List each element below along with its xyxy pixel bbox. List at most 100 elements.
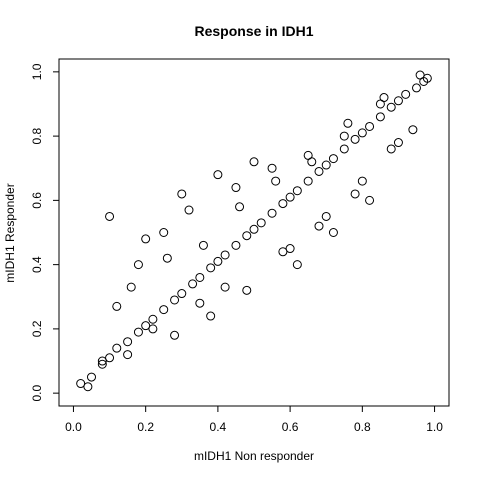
data-point: [123, 350, 133, 360]
data-point: [285, 192, 295, 202]
x-tick-label: 0.2: [137, 420, 154, 434]
data-point: [379, 93, 389, 103]
data-point: [386, 102, 396, 112]
data-point: [412, 83, 421, 93]
data-point: [162, 253, 172, 263]
data-point: [133, 327, 143, 337]
data-point: [83, 382, 93, 392]
data-point: [148, 324, 158, 334]
x-tick-label: 0.0: [65, 420, 82, 434]
x-axis-label: mIDH1 Non responder: [194, 449, 314, 463]
data-point: [314, 166, 324, 176]
data-point: [292, 186, 302, 196]
data-point: [231, 240, 241, 250]
plot-frame: [58, 58, 450, 407]
data-point: [159, 305, 169, 315]
data-point: [365, 121, 375, 131]
data-point: [206, 263, 216, 273]
data-point: [177, 189, 187, 199]
data-point: [307, 157, 317, 167]
data-point: [339, 131, 349, 141]
chart-title: Response in IDH1: [194, 23, 313, 39]
x-tick-label: 1.0: [426, 420, 443, 434]
data-point: [285, 244, 295, 254]
data-point: [271, 176, 281, 186]
data-point: [249, 224, 259, 234]
x-axis: 0.0 0.2 0.4 0.6 0.8 1.0: [65, 406, 443, 434]
data-point: [292, 260, 302, 270]
data-point: [365, 195, 375, 205]
data-point: [133, 260, 143, 270]
data-point: [357, 176, 367, 186]
y-tick-label: 0.4: [30, 256, 44, 273]
data-point: [148, 314, 158, 324]
data-point: [112, 343, 122, 353]
data-point: [350, 134, 360, 144]
data-point: [357, 128, 367, 138]
data-point: [141, 321, 151, 331]
data-point: [267, 208, 277, 218]
data-point: [422, 73, 432, 83]
y-tick-label: 1.0: [30, 63, 44, 80]
data-point: [97, 359, 107, 369]
data-point: [206, 311, 216, 321]
data-point: [393, 138, 403, 148]
data-point: [328, 154, 338, 164]
data-point: [321, 160, 331, 170]
data-point: [350, 189, 360, 199]
y-axis: 0.0 0.2 0.4 0.6 0.8 1.0: [30, 63, 59, 401]
data-point: [278, 199, 288, 209]
y-tick-label: 0.2: [30, 320, 44, 337]
y-axis-label: mIDH1 Responder: [3, 183, 17, 282]
data-point: [159, 228, 169, 237]
data-point: [184, 205, 194, 215]
data-point: [105, 211, 115, 221]
data-point: [105, 353, 115, 363]
data-point: [267, 163, 277, 173]
data-point: [343, 118, 353, 128]
data-point: [170, 330, 180, 340]
data-point: [328, 228, 338, 237]
y-tick-label: 0.8: [30, 127, 44, 144]
data-point: [87, 372, 96, 382]
data-point: [213, 170, 223, 180]
data-point: [415, 70, 425, 80]
points-layer: [76, 70, 432, 392]
data-point: [249, 157, 259, 167]
y-tick-label: 0.0: [30, 384, 44, 401]
data-point: [170, 295, 180, 305]
data-point: [393, 96, 403, 106]
data-point: [141, 234, 151, 244]
x-tick-label: 0.4: [210, 420, 227, 434]
data-point: [198, 240, 208, 250]
data-point: [321, 211, 331, 221]
data-point: [303, 176, 313, 186]
data-point: [386, 144, 396, 154]
data-point: [213, 256, 223, 266]
data-point: [188, 279, 198, 289]
data-point: [195, 298, 205, 308]
data-point: [123, 337, 133, 347]
data-point: [231, 183, 241, 193]
data-point: [278, 247, 288, 257]
y-tick-label: 0.6: [30, 192, 44, 209]
data-point: [242, 285, 252, 295]
data-point: [256, 218, 266, 228]
data-point: [195, 272, 205, 282]
x-tick-label: 0.8: [354, 420, 371, 434]
data-point: [339, 144, 349, 154]
data-point: [408, 125, 418, 135]
data-point: [314, 221, 324, 231]
data-point: [242, 231, 252, 241]
data-point: [112, 301, 122, 311]
data-point: [220, 250, 230, 260]
data-point: [97, 356, 107, 366]
data-point: [235, 202, 245, 212]
data-point: [401, 89, 411, 99]
data-point: [220, 282, 230, 292]
data-point: [126, 282, 136, 292]
x-tick-label: 0.6: [282, 420, 299, 434]
data-point: [375, 112, 385, 122]
